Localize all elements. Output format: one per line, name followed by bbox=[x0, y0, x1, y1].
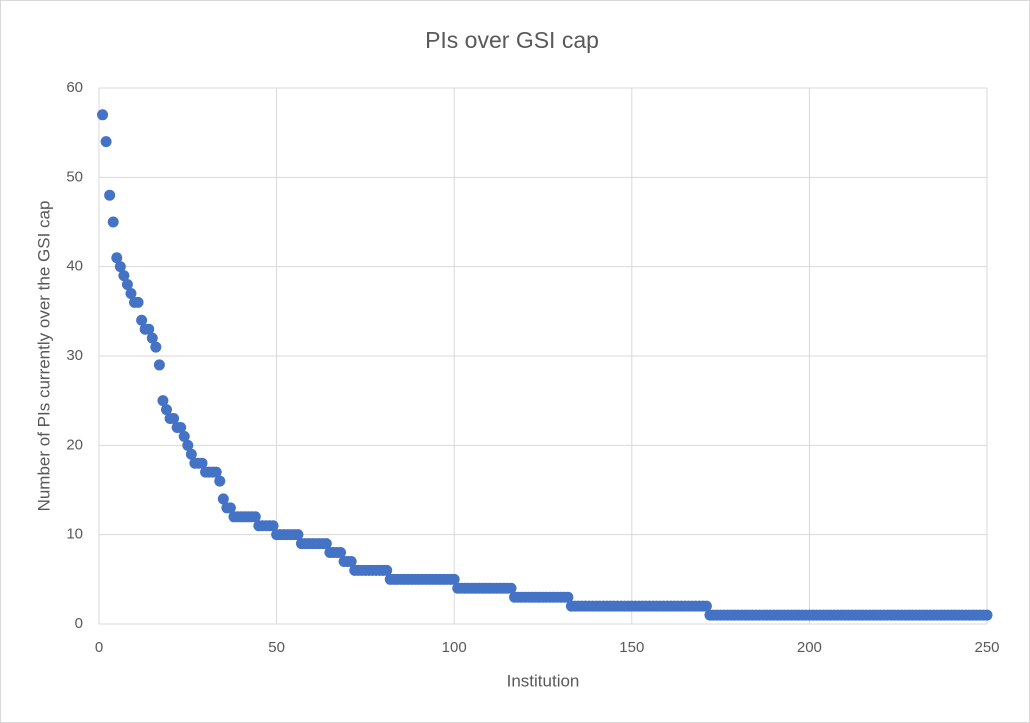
point bbox=[185, 448, 197, 460]
grid bbox=[98, 87, 988, 625]
point bbox=[505, 582, 517, 594]
x-tick-label: 200 bbox=[797, 639, 822, 656]
point bbox=[292, 529, 304, 541]
point bbox=[153, 359, 165, 371]
y-tick-label: 30 bbox=[66, 347, 83, 364]
point bbox=[981, 609, 993, 621]
point bbox=[168, 413, 180, 425]
point bbox=[700, 600, 712, 612]
y-tick-label: 50 bbox=[66, 168, 83, 185]
y-tick-label: 60 bbox=[66, 79, 83, 96]
point bbox=[196, 457, 208, 469]
y-tick-label: 40 bbox=[66, 258, 83, 275]
point bbox=[143, 323, 155, 335]
point bbox=[132, 296, 144, 308]
point bbox=[121, 279, 133, 291]
point bbox=[267, 520, 279, 532]
x-tick-label: 50 bbox=[268, 639, 285, 656]
point bbox=[175, 421, 187, 433]
point bbox=[381, 564, 393, 576]
point bbox=[100, 136, 112, 148]
point bbox=[562, 591, 574, 603]
x-axis-title: Institution bbox=[507, 671, 580, 690]
point bbox=[146, 332, 158, 344]
point bbox=[97, 109, 109, 121]
y-tick-label: 0 bbox=[75, 615, 83, 632]
point bbox=[335, 547, 347, 559]
x-tick-label: 250 bbox=[974, 639, 999, 656]
point bbox=[157, 395, 169, 407]
point bbox=[107, 216, 119, 228]
point bbox=[160, 404, 172, 416]
point bbox=[448, 573, 460, 585]
point bbox=[150, 341, 162, 353]
point bbox=[182, 439, 194, 451]
plot-area bbox=[97, 109, 993, 621]
point bbox=[217, 493, 229, 505]
point bbox=[136, 314, 148, 326]
y-tick-label: 20 bbox=[66, 436, 83, 453]
chart-title: PIs over GSI cap bbox=[425, 27, 599, 53]
point bbox=[125, 287, 137, 299]
point bbox=[214, 475, 226, 487]
point bbox=[210, 466, 222, 478]
point bbox=[118, 270, 130, 282]
point bbox=[178, 430, 190, 442]
point bbox=[111, 252, 123, 264]
point bbox=[320, 538, 332, 550]
x-tick-label: 150 bbox=[619, 639, 644, 656]
y-tick-label: 10 bbox=[66, 526, 83, 543]
point bbox=[345, 555, 357, 567]
point bbox=[224, 502, 236, 514]
y-axis-title: Number of PIs currently over the GSI cap bbox=[34, 201, 53, 512]
x-tick-label: 100 bbox=[442, 639, 467, 656]
point bbox=[249, 511, 261, 523]
point bbox=[104, 189, 116, 201]
point bbox=[114, 261, 126, 273]
x-tick-label: 0 bbox=[95, 639, 103, 656]
